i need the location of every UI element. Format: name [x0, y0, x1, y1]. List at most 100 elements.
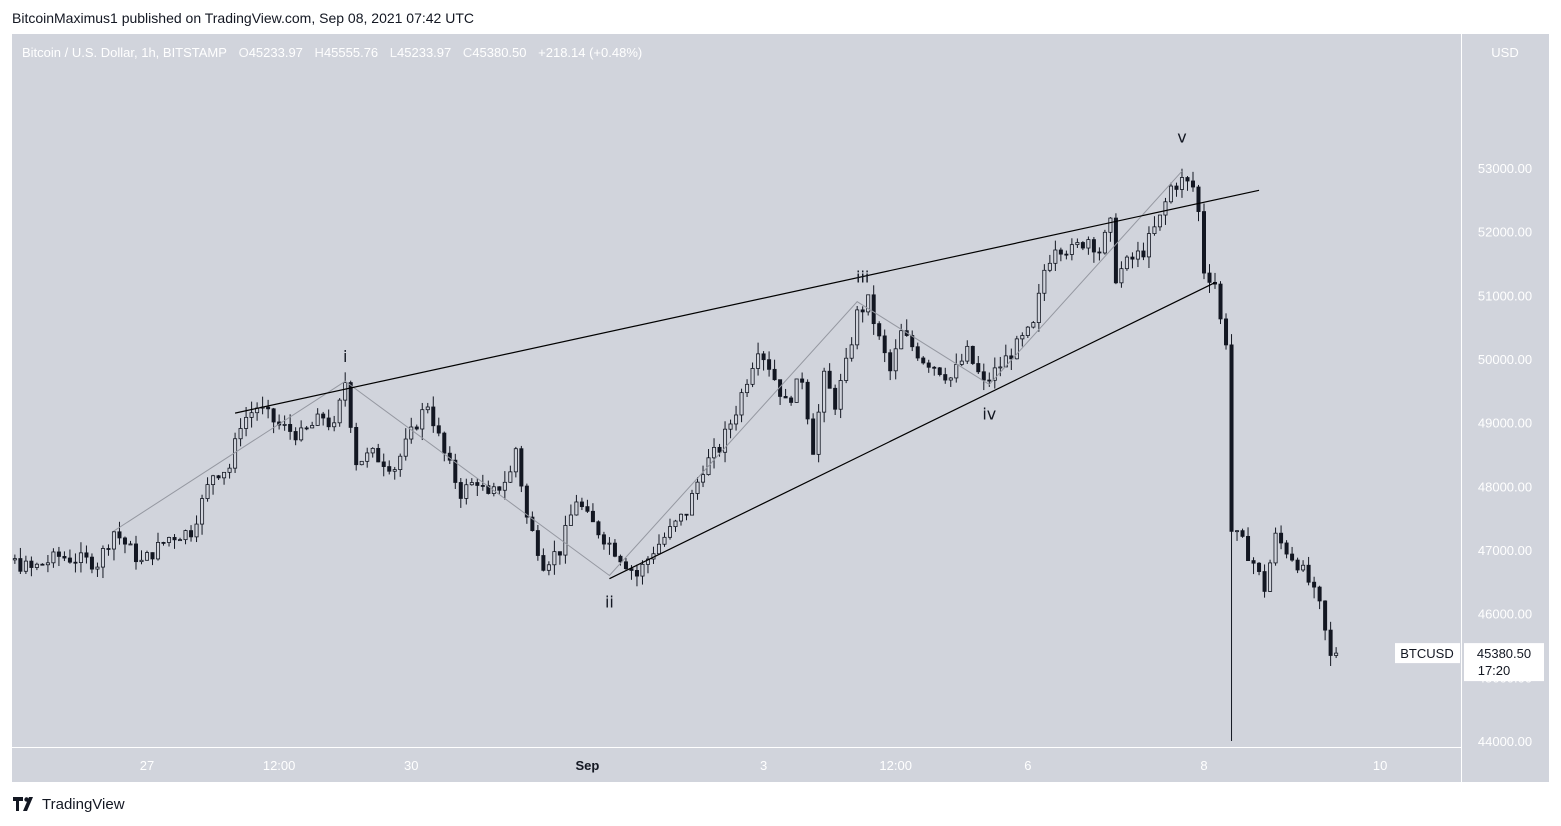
candle-body: [167, 537, 172, 543]
tradingview-logo-text: TradingView: [42, 795, 125, 813]
time-tick-label: 8: [1200, 758, 1207, 773]
candle-body: [299, 427, 304, 441]
candle-body: [469, 482, 474, 486]
price-tick-label: 50000.00: [1478, 352, 1532, 367]
candle-body: [244, 416, 249, 429]
candle-body: [67, 557, 72, 563]
candle-body: [811, 418, 816, 455]
candle-body: [739, 392, 744, 416]
candle-body: [508, 471, 513, 483]
candle-body: [1102, 231, 1107, 254]
candle-body: [354, 427, 359, 466]
candle-body: [1163, 201, 1168, 216]
candle-body: [1185, 177, 1190, 182]
candle-body: [855, 309, 860, 346]
candle-body: [1196, 186, 1201, 212]
time-tick-label: Sep: [575, 758, 599, 773]
candle-body: [789, 397, 794, 403]
time-tick-label: 30: [404, 758, 418, 773]
published-caption: BitcoinMaximus1 published on TradingView…: [12, 10, 475, 26]
time-tick-label: 3: [760, 758, 767, 773]
candle-body: [530, 516, 535, 531]
candle-body: [1240, 530, 1245, 537]
candle-body: [800, 378, 805, 383]
candle-body: [1328, 629, 1333, 656]
candle-body: [910, 335, 915, 348]
candle-body: [497, 486, 502, 491]
candle-body: [1323, 600, 1328, 631]
candle-body: [420, 409, 425, 430]
price-chart[interactable]: iiiiiiivvUSD44000.0045000.0046000.004700…: [12, 34, 1549, 782]
candle-body: [1279, 532, 1284, 544]
candle-body: [601, 534, 606, 545]
candle-body: [563, 525, 568, 556]
price-tick-label: 53000.00: [1478, 161, 1532, 176]
candle-body: [634, 570, 639, 577]
candle-body: [122, 537, 127, 545]
chart-legend: Bitcoin / U.S. Dollar, 1h, BITSTAMP O452…: [22, 45, 642, 60]
candle-body: [111, 531, 116, 550]
candle-body: [156, 541, 161, 560]
chart-frame[interactable]: iiiiiiivvUSD44000.0045000.0046000.004700…: [12, 34, 1549, 782]
candle-body: [1014, 338, 1019, 360]
candle-body: [761, 353, 766, 361]
candle-body: [183, 530, 188, 541]
candle-body: [645, 558, 650, 565]
symbol-tag: [1395, 643, 1460, 664]
price-tick-label: 47000.00: [1478, 543, 1532, 558]
candle-body: [585, 506, 590, 512]
candle-body: [1306, 564, 1311, 583]
tradingview-logo[interactable]: TradingView: [12, 795, 125, 813]
wave-label-iii: iii: [856, 268, 869, 287]
candle-body: [1086, 239, 1091, 249]
candle-body: [442, 432, 447, 454]
candle-body: [387, 466, 392, 472]
candle-body: [1295, 559, 1300, 571]
candle-body: [266, 406, 271, 410]
candle-body: [1130, 256, 1135, 260]
candle-body: [40, 563, 45, 566]
time-tick-label: 12:00: [879, 758, 912, 773]
candle-body: [56, 551, 61, 557]
candle-body: [728, 423, 733, 430]
candle-body: [315, 413, 320, 426]
candle-body: [546, 564, 551, 571]
plot-area[interactable]: [12, 34, 1461, 747]
candle-body: [321, 413, 326, 419]
time-tick-label: 6: [1024, 758, 1031, 773]
candle-body: [1047, 262, 1052, 271]
candle-body: [701, 474, 706, 483]
candle-body: [84, 552, 89, 558]
candle-body: [822, 370, 827, 413]
wave-label-ii: ii: [605, 592, 614, 611]
lower-trendline[interactable]: [609, 282, 1216, 580]
candle-body: [1251, 560, 1256, 564]
candle-body: [480, 485, 485, 487]
candle-body: [1268, 562, 1273, 592]
candle-body: [1135, 250, 1140, 260]
candle-body: [310, 425, 315, 429]
candle-body: [1113, 217, 1118, 284]
candle-body: [95, 566, 100, 570]
candle-body: [73, 561, 78, 564]
price-tick-label: 48000.00: [1478, 479, 1532, 494]
upper-trendline[interactable]: [234, 189, 1260, 414]
candle-body: [359, 460, 364, 466]
candle-body: [1003, 355, 1008, 368]
candle-body: [403, 438, 408, 457]
candle-body: [376, 447, 381, 463]
candle-body: [524, 485, 529, 518]
candle-body: [1053, 249, 1058, 264]
candle-body: [343, 382, 348, 401]
price-axis-currency: USD: [1491, 45, 1518, 60]
candle-body: [745, 383, 750, 394]
candle-body: [288, 424, 293, 432]
candle-body: [932, 366, 937, 369]
candle-body: [888, 352, 893, 372]
candle-body: [51, 551, 56, 564]
candle-body: [816, 411, 821, 455]
candle-body: [695, 481, 700, 494]
elliott-wave-path[interactable]: [113, 170, 1183, 577]
time-tick-label: 27: [140, 758, 154, 773]
candle-body: [552, 551, 557, 566]
